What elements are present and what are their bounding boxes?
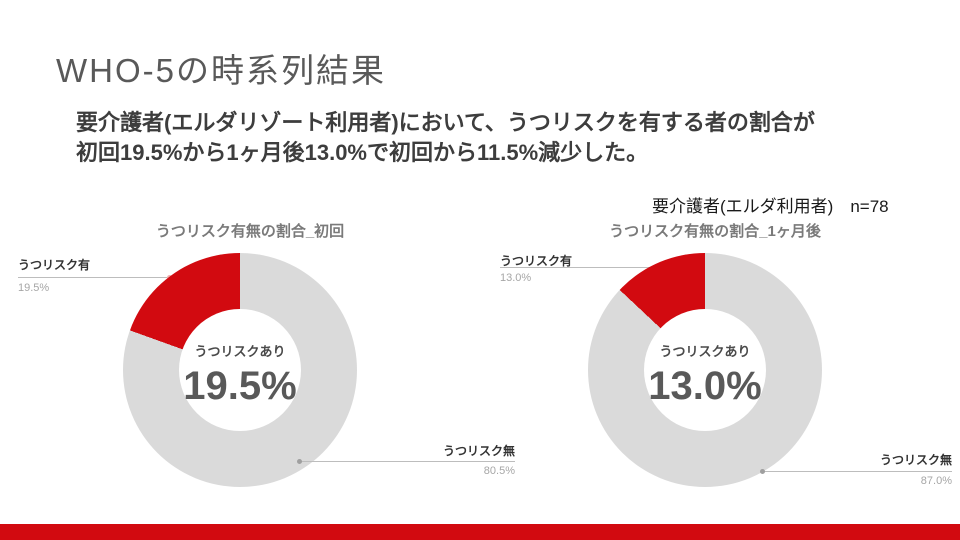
donut-hole bbox=[179, 309, 301, 431]
chart-title: うつリスク有無の割合_1ヶ月後 bbox=[609, 223, 821, 240]
donut-ring: うつリスクあり 19.5% bbox=[123, 253, 357, 487]
page-title: WHO-5の時系列結果 bbox=[56, 52, 386, 89]
callout-norisk-value: 80.5% bbox=[483, 465, 515, 477]
chart-title: うつリスク有無の割合_初回 bbox=[155, 223, 345, 240]
leader-line bbox=[300, 461, 515, 462]
sample-size-label: 要介護者(エルダ利用者) n=78 bbox=[652, 197, 889, 216]
center-label: うつリスクあり bbox=[659, 344, 751, 359]
bottom-accent-bar bbox=[0, 524, 960, 540]
donut-center-text: うつリスクあり 13.0% bbox=[638, 303, 772, 437]
summary-line-2: 初回19.5%から1ヶ月後13.0%で初回から11.5%減少した。 bbox=[76, 140, 649, 165]
donut-chart-initial: うつリスク有無の割合_初回 うつリスク有 19.5% うつリスクあり 19.5%… bbox=[0, 215, 515, 515]
leader-line bbox=[763, 471, 952, 472]
callout-norisk-label: うつリスク無 bbox=[442, 444, 515, 458]
callout-norisk-value: 87.0% bbox=[920, 475, 952, 487]
center-label: うつリスクあり bbox=[194, 344, 286, 359]
summary-line-1: 要介護者(エルダリゾート利用者)において、うつリスクを有する者の割合が bbox=[76, 110, 815, 135]
callout-risk-value: 13.0% bbox=[500, 272, 532, 284]
callout-norisk-label: うつリスク無 bbox=[879, 453, 952, 467]
donut-hole bbox=[644, 309, 766, 431]
callout-risk-value: 19.5% bbox=[18, 282, 50, 294]
summary-text: 要介護者(エルダリゾート利用者)において、うつリスクを有する者の割合が 初回19… bbox=[76, 108, 815, 168]
leader-line bbox=[18, 277, 170, 278]
center-value: 13.0% bbox=[648, 364, 762, 408]
leader-dot bbox=[760, 469, 765, 474]
leader-dot bbox=[297, 459, 302, 464]
donut-ring: うつリスクあり 13.0% bbox=[588, 253, 822, 487]
callout-risk-label: うつリスク有 bbox=[18, 258, 91, 272]
donut-chart-one-month: うつリスク有無の割合_1ヶ月後 うつリスク有 13.0% うつリスクあり 13.… bbox=[465, 215, 952, 515]
callout-risk-label: うつリスク有 bbox=[500, 254, 573, 268]
leader-line bbox=[500, 267, 672, 268]
donut-center-text: うつリスクあり 19.5% bbox=[173, 303, 307, 437]
center-value: 19.5% bbox=[183, 364, 297, 408]
